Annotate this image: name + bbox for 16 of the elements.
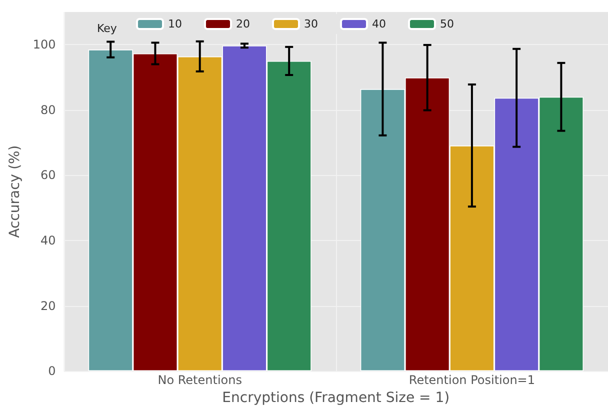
y-tick-label: 0 <box>48 364 56 378</box>
x-tick-label: Retention Position=1 <box>408 373 535 388</box>
legend-label: 40 <box>372 18 386 30</box>
x-axis-title: Encryptions (Fragment Size = 1) <box>222 390 450 406</box>
y-tick-label: 60 <box>40 168 56 182</box>
y-tick-label: 100 <box>32 38 56 52</box>
legend-title: Key <box>97 22 118 35</box>
y-axis-title: Accuracy (%) <box>7 145 23 238</box>
x-tick-label: No Retentions <box>158 373 242 388</box>
legend-label: 20 <box>236 18 250 30</box>
y-tick-label: 40 <box>40 234 56 248</box>
legend-label: 10 <box>168 18 182 30</box>
legend-label: 50 <box>440 18 454 30</box>
legend-label: 30 <box>304 18 318 30</box>
y-tick-label: 80 <box>40 102 56 117</box>
y-tick-label: 20 <box>40 298 56 313</box>
